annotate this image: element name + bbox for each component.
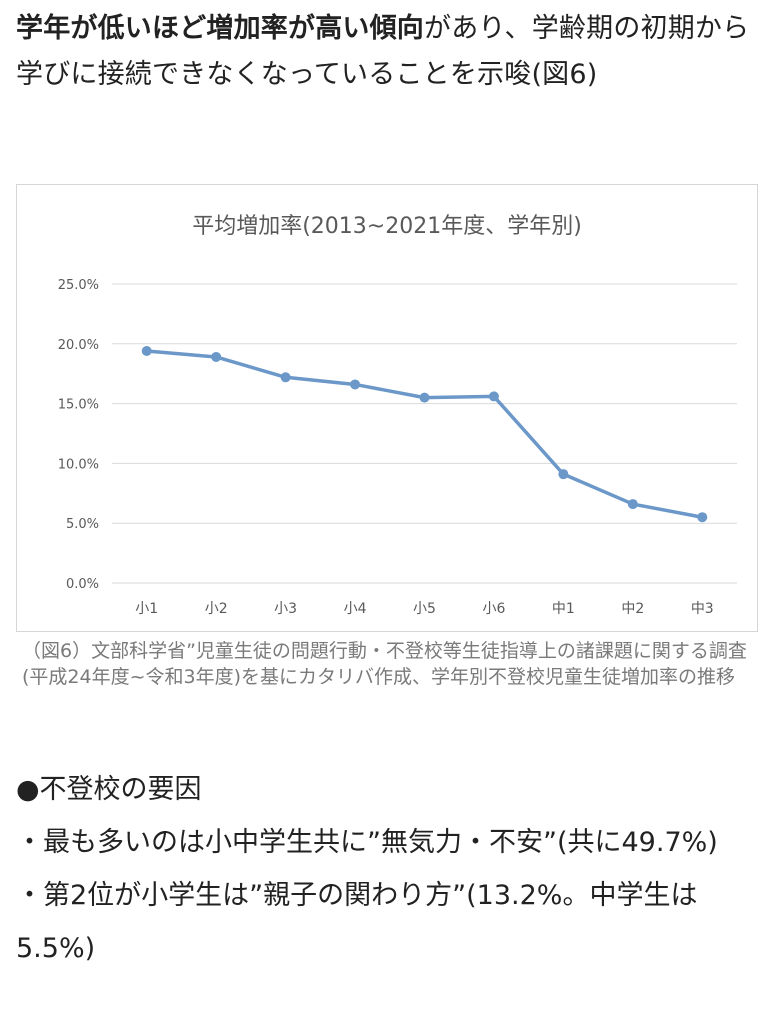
x-tick-label: 小5	[413, 601, 436, 617]
intro-bold-text: 学年が低いほど増加率が高い傾向	[16, 13, 424, 44]
series-polyline	[144, 349, 705, 519]
data-point	[558, 469, 569, 480]
x-tick-label: 中3	[691, 601, 714, 617]
line-chart: 平均増加率(2013~2021年度、学年別) 0.0% 5.0% 10.0% 15.0…	[58, 214, 737, 617]
y-tick-label: 0.0%	[66, 577, 99, 592]
chart-title: 平均増加率(2013~2021年度、学年別)	[192, 214, 582, 239]
data-point	[488, 391, 499, 402]
chart-container: 平均増加率(2013~2021年度、学年別) 0.0% 5.0% 10.0% 15.0…	[16, 184, 758, 632]
data-point	[211, 351, 222, 362]
data-point	[141, 345, 152, 356]
factor-item-1: ・最も多いのは小中学生共に”無気力・不安”(共に49.7%)	[16, 827, 718, 858]
factors-heading: ●不登校の要因	[16, 774, 202, 805]
y-axis-ticks: 0.0% 5.0% 10.0% 15.0% 20.0% 25.0%	[58, 278, 99, 592]
x-tick-label: 小2	[205, 601, 228, 617]
x-tick-label: 中2	[621, 601, 644, 617]
factor-item-2: ・第2位が小学生は”親子の関わり方”(13.2%。中学生は5.5%)	[16, 880, 698, 964]
data-point	[350, 379, 361, 390]
gridlines	[112, 283, 737, 584]
data-point	[697, 512, 708, 523]
y-tick-label: 15.0%	[58, 398, 99, 413]
factors-section: ●不登校の要因 ・最も多いのは小中学生共に”無気力・不安”(共に49.7%) ・…	[16, 763, 761, 975]
x-tick-label: 中1	[552, 601, 575, 617]
x-tick-label: 小3	[274, 601, 297, 617]
y-tick-label: 10.0%	[58, 457, 99, 472]
intro-rest-text: があり、学齢期の初期から学びに接続できなくなっていることを示唆(図6)	[16, 13, 750, 90]
figure-caption: （図6）文部科学省”児童生徒の問題行動・不登校等生徒指導上の諸課題に関する調査(…	[22, 640, 747, 688]
data-point	[419, 392, 430, 403]
x-tick-label: 小6	[482, 601, 505, 617]
x-tick-label: 小1	[135, 601, 158, 617]
y-tick-label: 5.0%	[66, 517, 99, 532]
data-point	[627, 499, 638, 510]
series-line	[141, 345, 708, 523]
intro-paragraph: 学年が低いほど増加率が高い傾向があり、学齢期の初期から学びに接続できなくなってい…	[16, 6, 761, 98]
y-tick-label: 20.0%	[58, 338, 99, 353]
x-tick-label: 小4	[344, 601, 367, 617]
data-point	[280, 372, 291, 383]
x-axis-ticks: 小1 小2 小3 小4 小5 小6 中1 中2 中3	[135, 601, 713, 617]
y-tick-label: 25.0%	[58, 278, 99, 293]
